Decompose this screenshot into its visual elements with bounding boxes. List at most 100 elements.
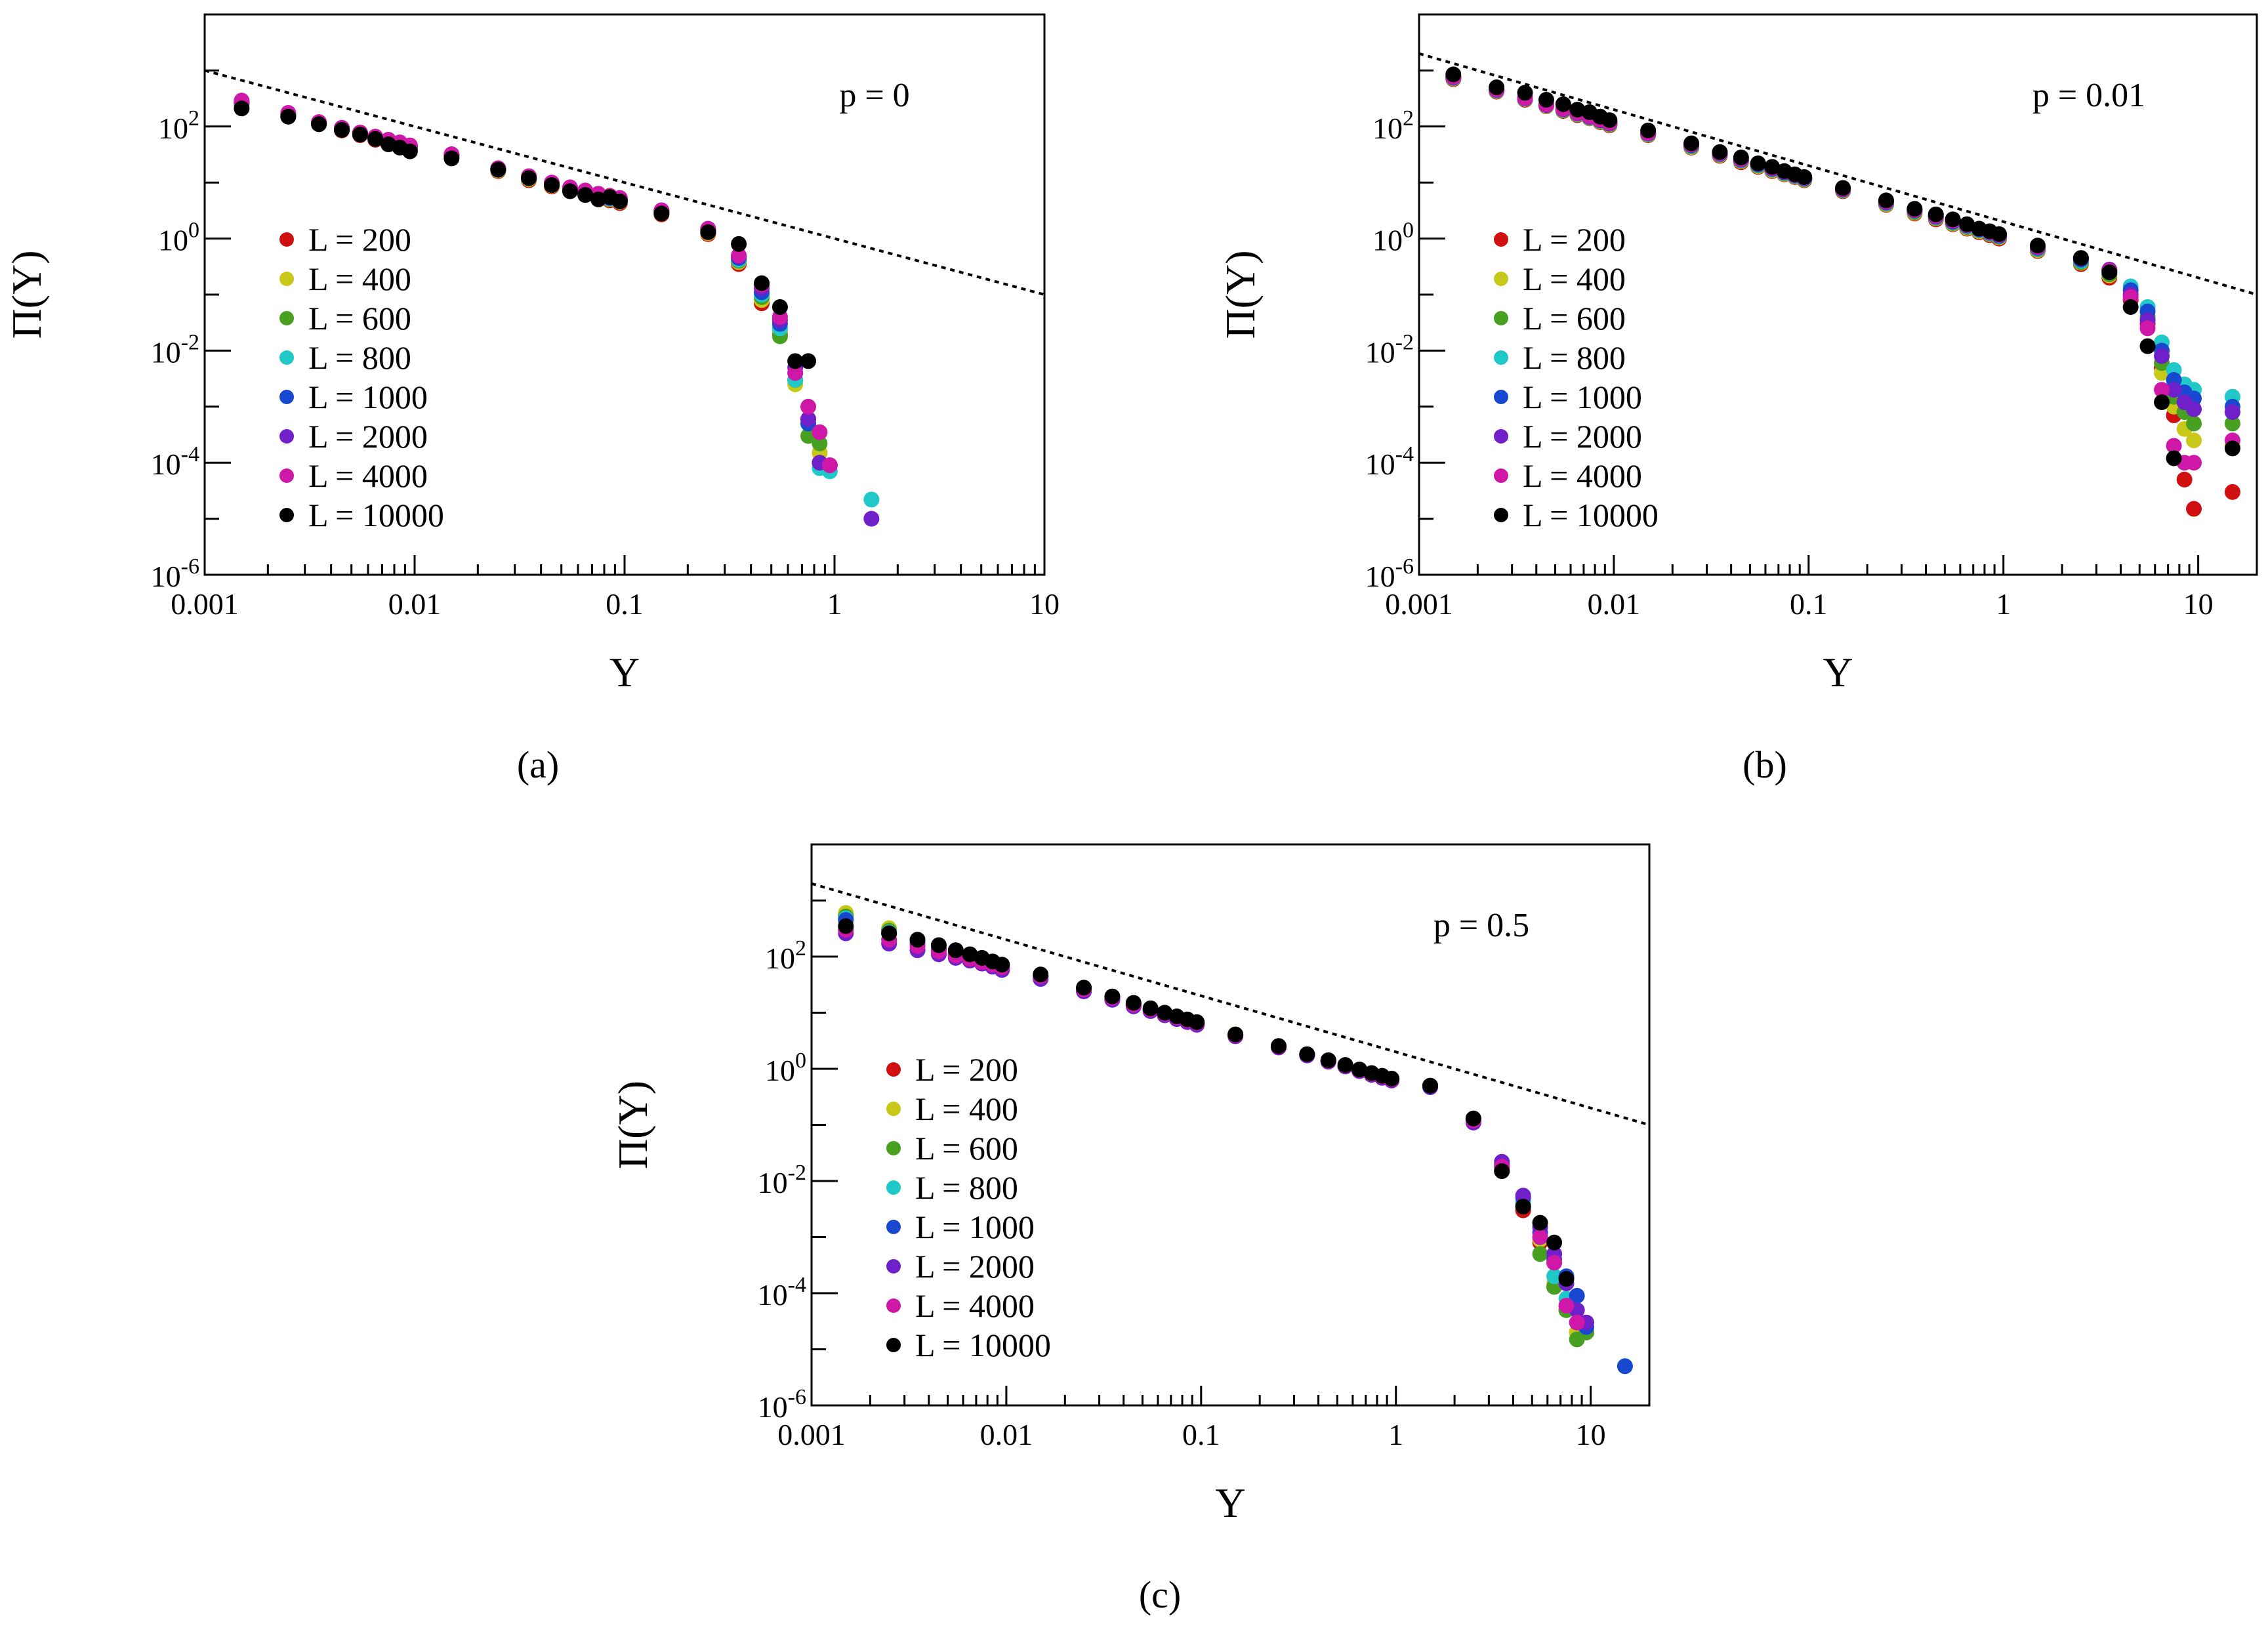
y-axis-ticks xyxy=(812,843,838,1407)
legend-label: L = 1000 xyxy=(308,379,428,415)
x-axis-ticks xyxy=(810,1386,1651,1405)
data-point xyxy=(863,491,880,508)
data-point xyxy=(787,365,804,381)
data-point xyxy=(1712,144,1728,160)
legend-label: L = 800 xyxy=(308,339,411,376)
data-point xyxy=(2154,382,2170,398)
data-point xyxy=(962,946,978,963)
panel-title: p = 0.01 xyxy=(2032,77,2145,114)
data-point xyxy=(994,957,1010,973)
data-point xyxy=(1546,1234,1563,1251)
data-point xyxy=(2154,394,2170,411)
x-axis-ticks xyxy=(203,555,1046,575)
legend-marker xyxy=(1494,390,1508,404)
data-point xyxy=(2224,415,2240,432)
y-tick-label: 10-4 xyxy=(151,442,199,481)
data-point xyxy=(443,150,460,167)
data-point xyxy=(787,353,804,369)
x-tick-label: 1 xyxy=(827,587,842,621)
data-point xyxy=(1546,1268,1563,1285)
legend-label: L = 2000 xyxy=(1523,418,1642,455)
legend-marker xyxy=(886,1102,901,1116)
legend-marker xyxy=(886,1062,901,1077)
data-point xyxy=(1489,79,1505,96)
legend-marker xyxy=(279,350,294,365)
data-point xyxy=(1076,980,1092,996)
y-tick-base: 10 xyxy=(151,560,181,593)
panel-caption: (c) xyxy=(1139,1573,1181,1616)
series-l10000 xyxy=(838,918,1575,1287)
data-point xyxy=(2176,471,2193,487)
data-point xyxy=(352,126,368,142)
y-tick-label: 102 xyxy=(765,936,806,975)
data-point xyxy=(1558,1297,1575,1314)
x-tick-label: 0.1 xyxy=(606,587,644,621)
legend-marker xyxy=(1494,272,1508,286)
data-point xyxy=(2101,264,2118,281)
legend-label: L = 4000 xyxy=(308,457,428,494)
data-point xyxy=(2186,432,2202,449)
x-tick-label: 0.001 xyxy=(777,1418,846,1451)
data-point xyxy=(2186,501,2202,517)
y-tick-base: 10 xyxy=(151,335,181,369)
y-tick-base: 10 xyxy=(758,1278,788,1312)
y-tick-base: 10 xyxy=(1365,560,1395,593)
y-tick-label: 10-6 xyxy=(758,1385,806,1424)
y-axis-ticks xyxy=(205,13,231,576)
data-point xyxy=(1532,1246,1548,1262)
data-point xyxy=(2186,415,2202,432)
data-point xyxy=(947,942,964,959)
data-point xyxy=(1351,1062,1368,1078)
data-point xyxy=(1683,135,1700,152)
data-point xyxy=(1835,180,1851,196)
legend-label: L = 600 xyxy=(1523,300,1626,337)
y-tick-base: 10 xyxy=(758,1166,788,1199)
data-point xyxy=(731,236,747,252)
x-tick-label: 0.01 xyxy=(1588,587,1641,621)
x-tick-label: 10 xyxy=(1576,1418,1606,1451)
data-point xyxy=(800,398,817,415)
data-point xyxy=(731,247,747,264)
y-axis-ticks xyxy=(1419,13,1445,576)
data-point xyxy=(2166,382,2182,398)
data-point xyxy=(2186,455,2202,471)
x-tick-label: 10 xyxy=(1029,587,1060,621)
x-tick-label: 0.001 xyxy=(171,587,239,621)
y-tick-exponent: -4 xyxy=(1395,442,1414,466)
data-point xyxy=(2029,238,2046,254)
data-point xyxy=(2122,299,2139,315)
data-point xyxy=(1538,92,1554,108)
y-tick-label: 10-2 xyxy=(758,1161,806,1199)
data-point xyxy=(1384,1070,1400,1087)
data-point xyxy=(1494,1163,1510,1179)
data-point xyxy=(881,925,897,942)
y-tick-base: 10 xyxy=(158,224,188,257)
y-tick-base: 10 xyxy=(1372,224,1403,257)
data-point xyxy=(1945,211,1961,228)
legend-marker xyxy=(1494,232,1508,247)
x-tick-label: 0.1 xyxy=(1790,587,1828,621)
y-tick-label: 10-6 xyxy=(1365,554,1414,593)
legend-marker xyxy=(886,1298,901,1313)
data-point xyxy=(367,131,384,147)
y-tick-label: 100 xyxy=(158,218,199,257)
series-l10000 xyxy=(234,100,817,369)
data-point xyxy=(1569,102,1586,118)
y-tick-label: 10-2 xyxy=(151,330,199,369)
x-tick-label: 0.1 xyxy=(1182,1418,1220,1451)
reference-line xyxy=(1418,52,2258,296)
data-point xyxy=(1227,1026,1244,1043)
y-tick-label: 102 xyxy=(1372,106,1414,145)
y-tick-exponent: -6 xyxy=(788,1385,806,1409)
legend-marker xyxy=(1494,468,1508,483)
y-tick-exponent: -6 xyxy=(1395,554,1414,579)
chart-panel-c: 0.001 0.01 0.1 1 1010-610-410-2100102YΠ(Y)p … xyxy=(609,843,1651,1616)
data-point xyxy=(1125,995,1142,1011)
y-axis-label: Π(Y) xyxy=(1217,250,1264,339)
data-point xyxy=(653,205,670,222)
data-point xyxy=(1555,96,1571,112)
legend-marker xyxy=(886,1259,901,1274)
data-point xyxy=(1546,1254,1563,1271)
data-point xyxy=(2224,440,2240,457)
